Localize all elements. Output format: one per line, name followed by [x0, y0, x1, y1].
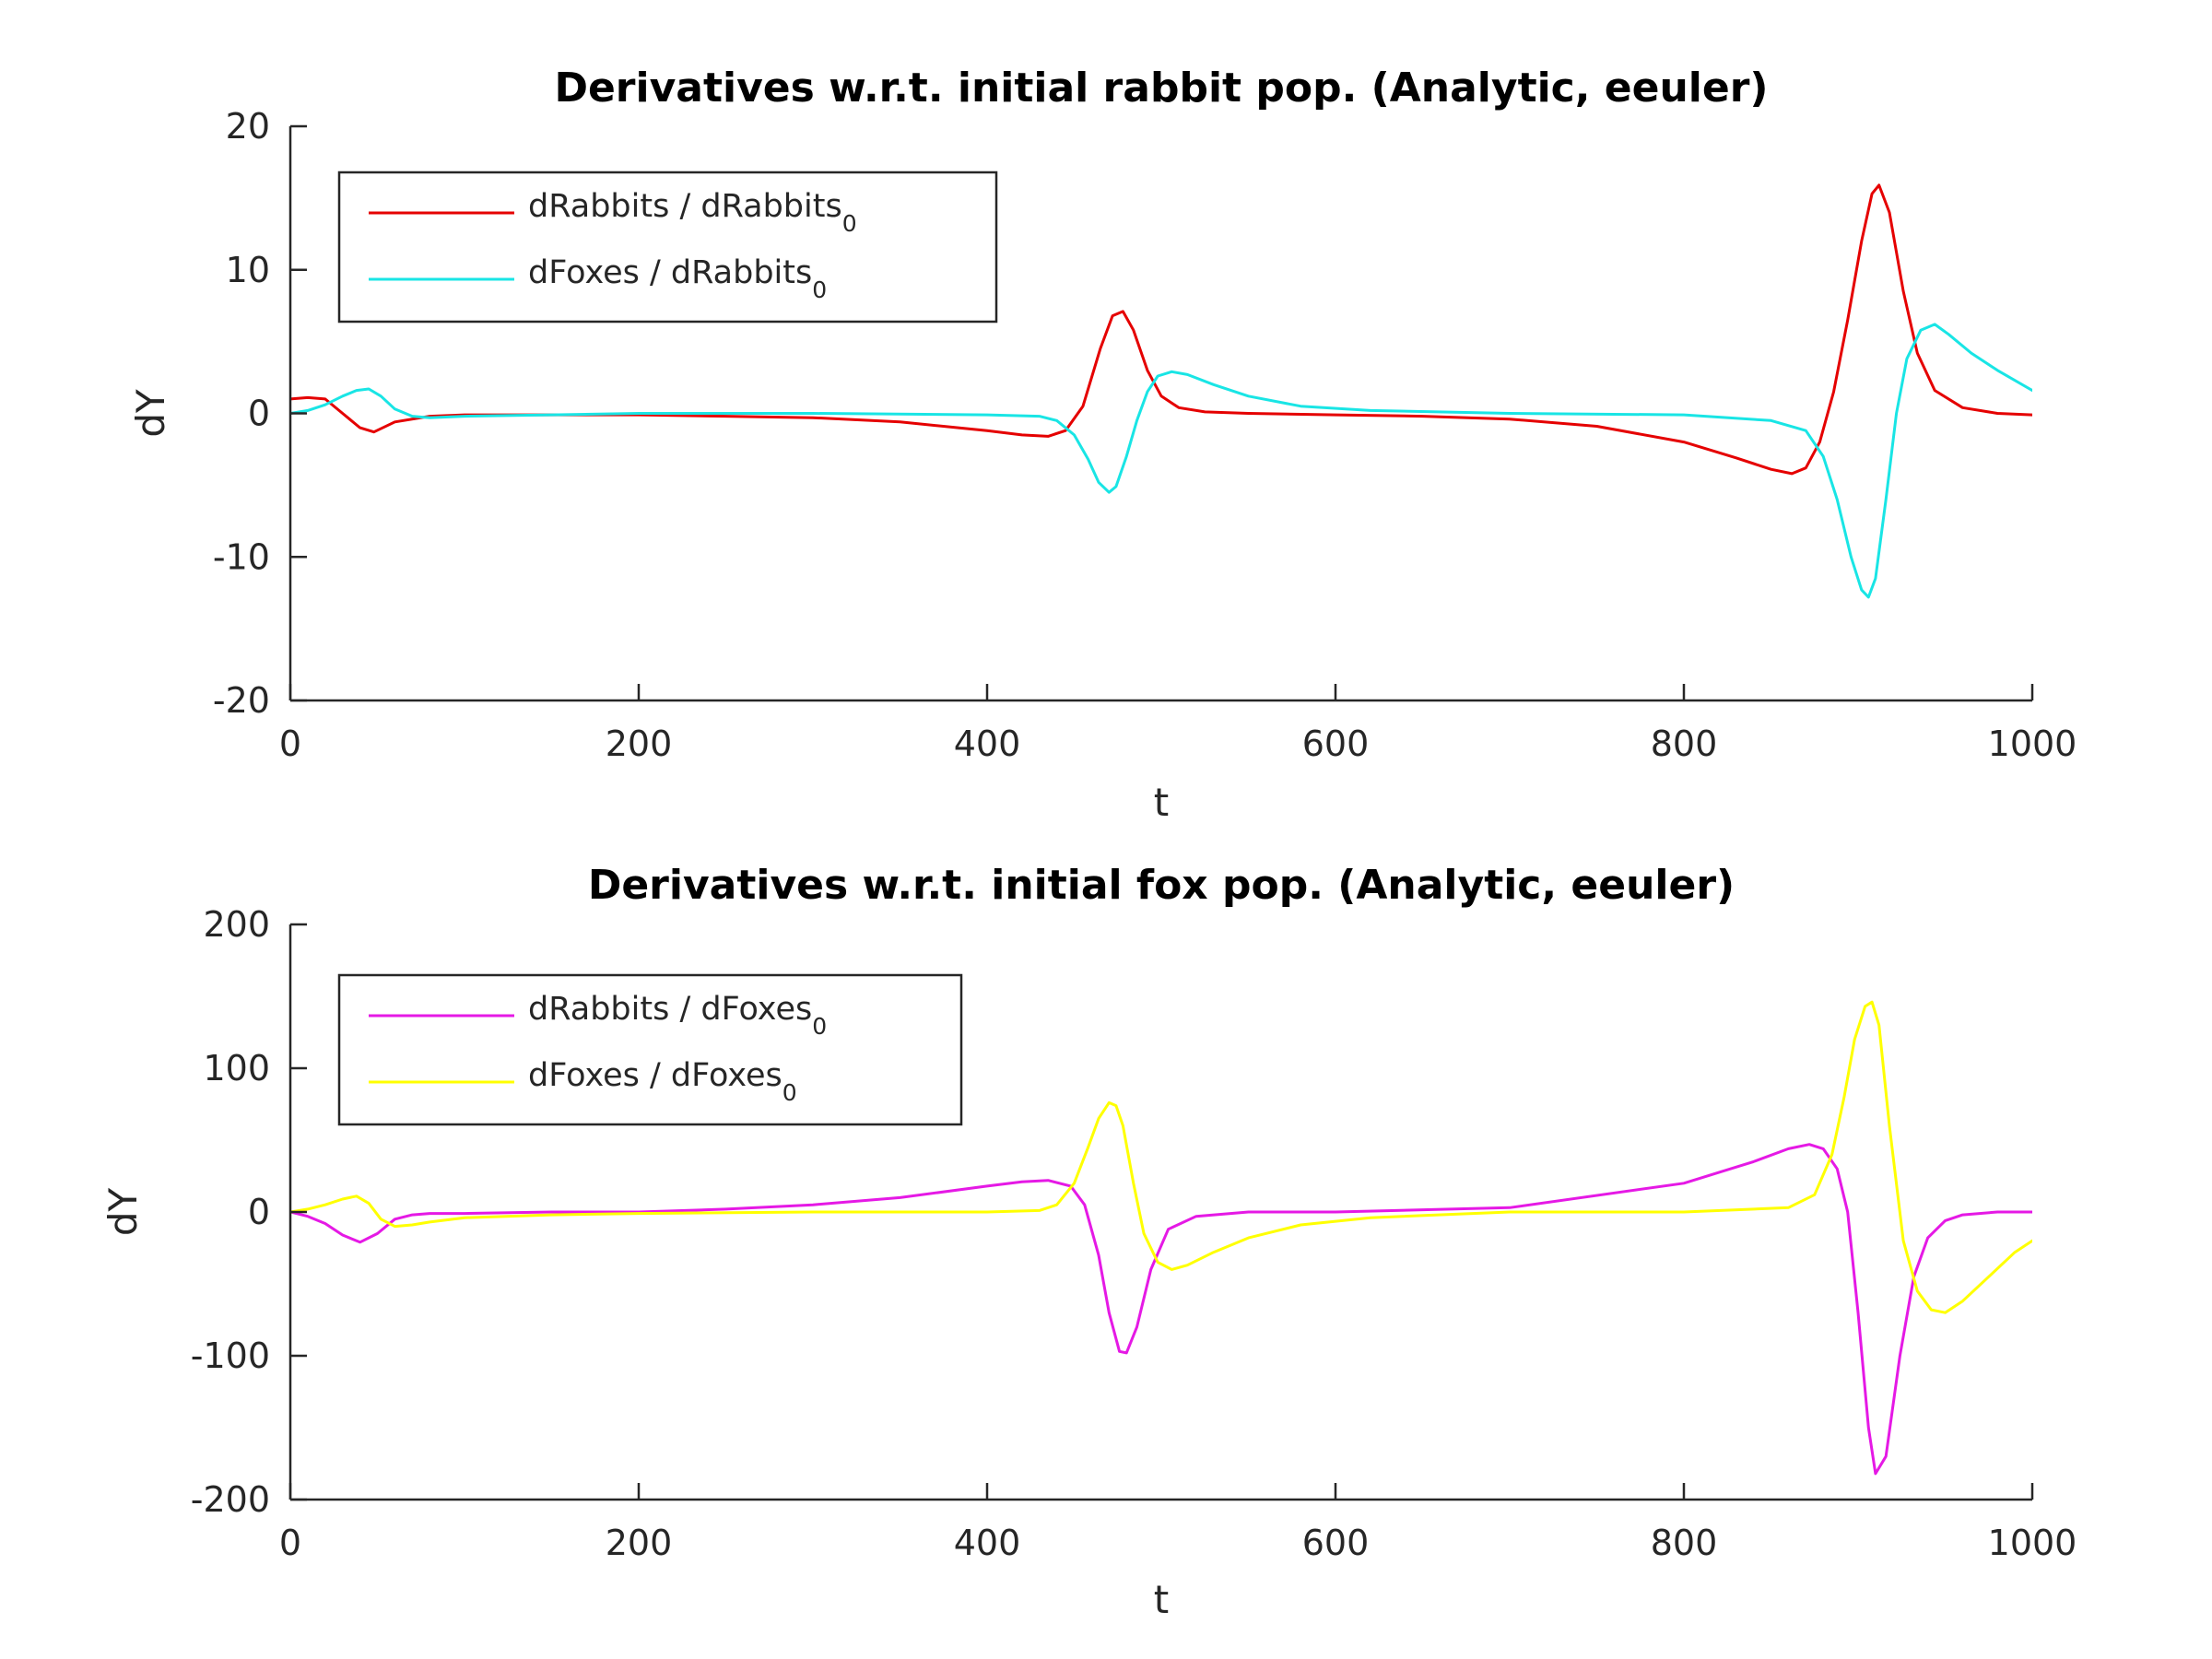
- y-tick-label: 10: [226, 250, 270, 290]
- x-tick-label: 0: [279, 1523, 301, 1563]
- legend-label-subscript: 0: [812, 1013, 827, 1040]
- y-tick-label: -100: [191, 1335, 270, 1376]
- x-tick-label: 800: [1651, 1523, 1718, 1563]
- x-tick-label: 600: [1302, 1523, 1370, 1563]
- series-line-0: [290, 1143, 2032, 1476]
- bottom-plot: Derivatives w.r.t. initial fox pop. (Ana…: [100, 862, 2077, 1622]
- legend-label-0: dRabbits / dRabbits0: [528, 188, 857, 237]
- x-tick-label: 400: [954, 724, 1021, 764]
- series-line-1: [290, 1000, 2032, 1314]
- x-tick-label: 200: [606, 724, 673, 764]
- x-tick-label: 600: [1302, 724, 1370, 764]
- legend-label-subscript: 0: [782, 1079, 797, 1106]
- legend-label-0: dRabbits / dFoxes0: [528, 991, 827, 1040]
- x-axis-label: t: [1154, 780, 1169, 825]
- legend-label-1: dFoxes / dRabbits0: [528, 254, 827, 303]
- y-tick-label: 20: [226, 106, 270, 147]
- x-tick-label: 1000: [1988, 1523, 2077, 1563]
- legend-box: [337, 171, 998, 324]
- legend-label-text: dFoxes / dRabbits: [528, 254, 812, 291]
- legend-box: [337, 973, 963, 1126]
- y-tick-label: 0: [248, 1192, 270, 1232]
- x-tick-label: 0: [279, 724, 301, 764]
- y-tick-label: 100: [203, 1048, 270, 1088]
- chart-title: Derivatives w.r.t. initial fox pop. (Ana…: [588, 862, 1735, 909]
- y-tick-label: 0: [248, 394, 270, 434]
- legend-label-text: dRabbits / dFoxes: [528, 991, 812, 1028]
- x-tick-label: 800: [1651, 724, 1718, 764]
- y-tick-label: 200: [203, 904, 270, 945]
- chart-title: Derivatives w.r.t. initial rabbit pop. (…: [554, 65, 1768, 112]
- top-plot: Derivatives w.r.t. initial rabbit pop. (…: [128, 65, 2077, 825]
- legend-label-text: dFoxes / dFoxes: [528, 1057, 782, 1094]
- x-tick-label: 1000: [1988, 724, 2077, 764]
- y-tick-label: -10: [213, 536, 270, 577]
- y-axis-label: dY: [128, 389, 173, 438]
- x-tick-label: 400: [954, 1523, 1021, 1563]
- y-tick-label: -20: [213, 680, 270, 721]
- legend-label-text: dRabbits / dRabbits: [528, 188, 842, 225]
- x-axis-label: t: [1154, 1577, 1169, 1622]
- legend-label-1: dFoxes / dFoxes0: [528, 1057, 797, 1106]
- x-tick-label: 200: [606, 1523, 673, 1563]
- legend-label-subscript: 0: [812, 276, 827, 303]
- y-axis-label: dY: [100, 1188, 146, 1237]
- series-line-1: [290, 323, 2032, 599]
- y-tick-label: -200: [191, 1479, 270, 1520]
- legend-label-subscript: 0: [842, 210, 857, 237]
